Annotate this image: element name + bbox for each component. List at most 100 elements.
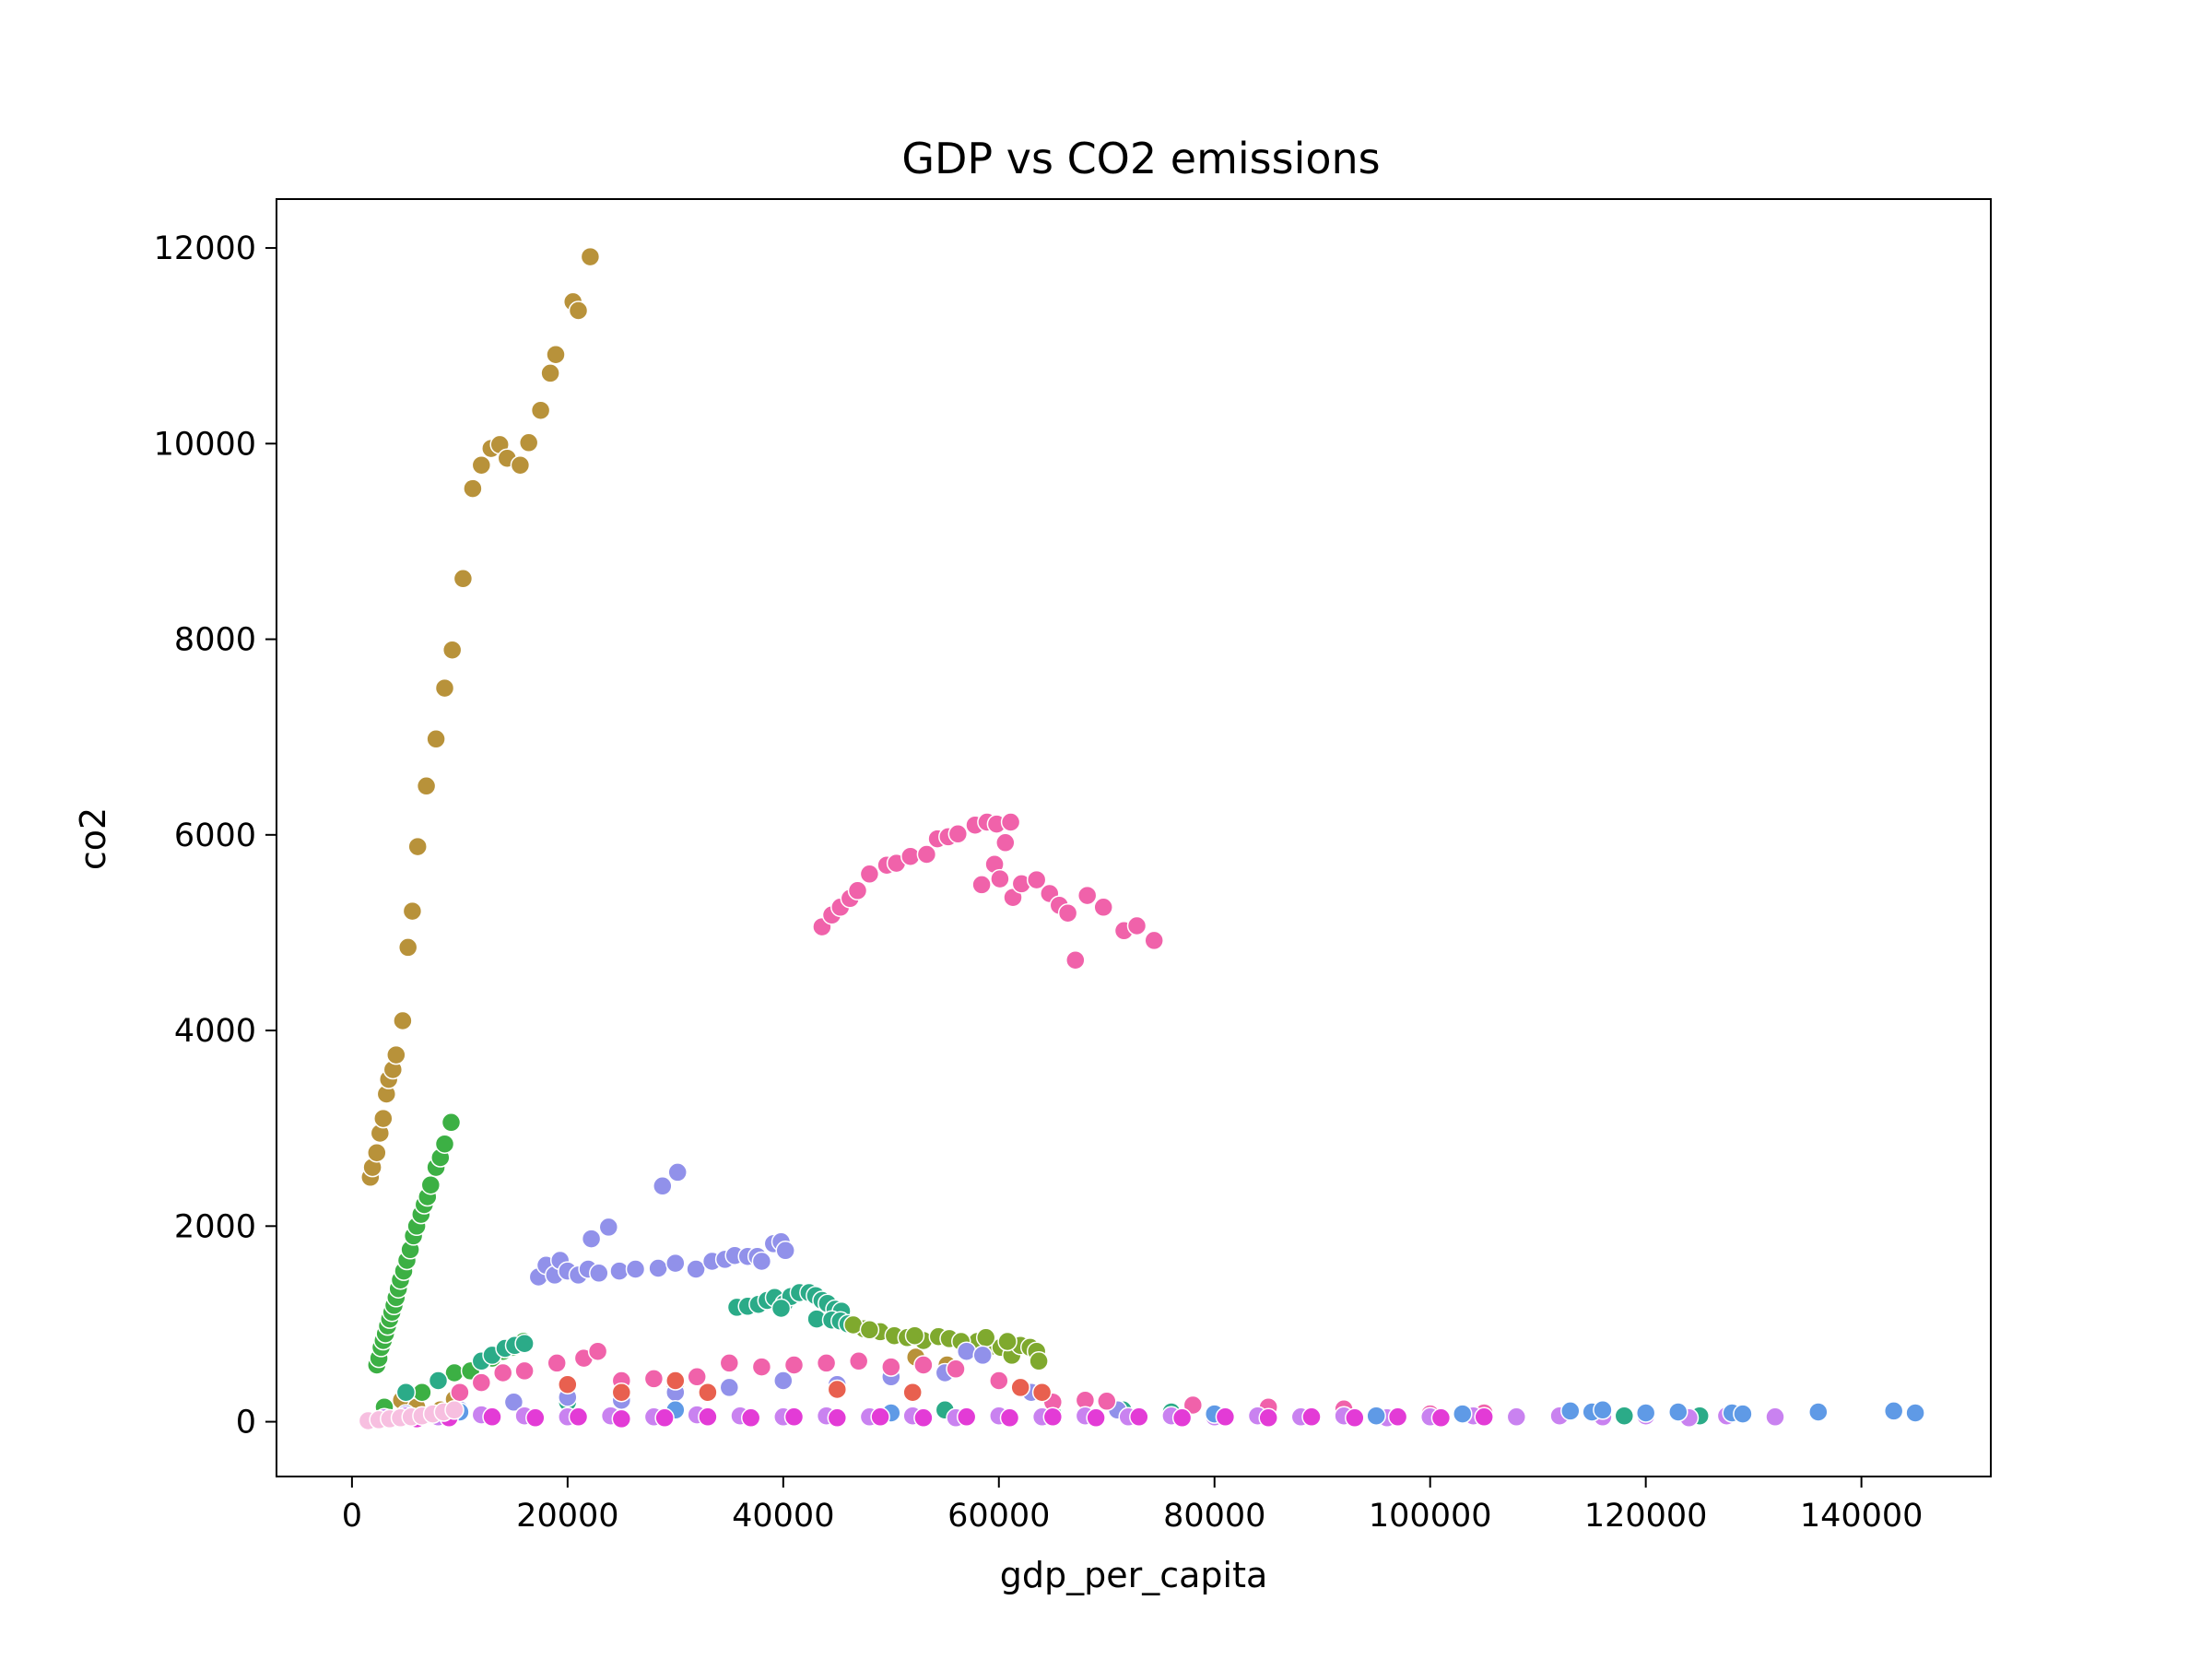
data-point bbox=[471, 1372, 492, 1393]
data-point bbox=[373, 1108, 394, 1129]
data-point bbox=[990, 868, 1010, 889]
points-layer bbox=[358, 246, 1925, 1431]
data-point bbox=[989, 1371, 1009, 1391]
data-point bbox=[902, 1382, 923, 1403]
x-tick-label: 20000 bbox=[516, 1498, 618, 1535]
x-axis: 0 20000 40000 60000 80000 100000 120000 140000 bbox=[342, 1477, 1923, 1535]
data-point bbox=[686, 1259, 706, 1279]
x-axis-label: gdp_per_capita bbox=[1000, 1555, 1268, 1595]
data-point bbox=[698, 1406, 718, 1428]
data-point bbox=[546, 344, 566, 365]
data-point bbox=[1029, 1351, 1049, 1371]
data-point bbox=[848, 1351, 869, 1371]
data-point bbox=[547, 1353, 567, 1373]
data-point bbox=[428, 1371, 449, 1391]
data-point bbox=[1215, 1406, 1236, 1428]
data-point bbox=[568, 1406, 589, 1428]
data-point bbox=[395, 1382, 417, 1403]
data-point bbox=[581, 1229, 602, 1249]
y-tick-label: 12000 bbox=[154, 230, 256, 267]
data-point bbox=[827, 1379, 848, 1400]
data-point bbox=[1905, 1403, 1925, 1423]
data-point bbox=[771, 1298, 792, 1319]
data-point bbox=[1010, 1377, 1030, 1398]
data-point bbox=[816, 1353, 837, 1373]
plot-frame bbox=[276, 198, 1992, 1477]
x-tick-label: 100000 bbox=[1369, 1498, 1492, 1535]
y-tick-label: 10000 bbox=[154, 426, 256, 463]
data-point bbox=[510, 454, 531, 476]
data-point bbox=[402, 900, 423, 922]
data-point bbox=[900, 846, 921, 866]
data-point bbox=[1065, 949, 1086, 971]
data-point bbox=[1506, 1406, 1527, 1428]
data-point bbox=[859, 1320, 880, 1340]
data-point bbox=[482, 1406, 502, 1428]
y-tick-label: 8000 bbox=[174, 622, 256, 659]
data-point bbox=[598, 1217, 619, 1238]
data-point bbox=[420, 1174, 441, 1195]
data-point bbox=[611, 1382, 632, 1403]
data-point bbox=[773, 1371, 794, 1391]
data-point bbox=[667, 1162, 688, 1182]
data-point bbox=[1474, 1406, 1494, 1428]
data-point bbox=[530, 400, 551, 420]
data-point bbox=[643, 1369, 665, 1389]
y-axis-label: co2 bbox=[73, 807, 113, 870]
data-point bbox=[397, 937, 418, 958]
data-point bbox=[540, 363, 560, 383]
data-point bbox=[947, 824, 969, 844]
data-point bbox=[1031, 1382, 1053, 1403]
data-point bbox=[386, 1044, 406, 1065]
data-point bbox=[999, 1407, 1020, 1429]
data-point bbox=[1345, 1407, 1365, 1429]
data-point bbox=[453, 569, 474, 589]
data-point bbox=[916, 844, 937, 865]
data-point bbox=[698, 1382, 718, 1403]
data-point bbox=[946, 1359, 966, 1380]
data-point bbox=[1026, 869, 1047, 890]
data-point bbox=[665, 1371, 686, 1391]
x-tick-label: 120000 bbox=[1584, 1498, 1708, 1535]
data-point bbox=[847, 880, 868, 901]
data-point bbox=[407, 836, 428, 857]
data-point bbox=[514, 1333, 535, 1354]
data-point bbox=[654, 1407, 675, 1429]
data-point bbox=[589, 1263, 609, 1284]
data-point bbox=[1733, 1404, 1753, 1424]
x-tick-label: 80000 bbox=[1163, 1498, 1265, 1535]
data-point bbox=[881, 1357, 901, 1377]
data-point bbox=[393, 1010, 413, 1031]
data-point bbox=[1366, 1406, 1386, 1426]
data-point bbox=[611, 1408, 632, 1430]
data-point bbox=[1086, 1407, 1106, 1429]
data-point bbox=[580, 246, 601, 267]
data-point bbox=[995, 832, 1016, 853]
data-point bbox=[1077, 885, 1098, 906]
data-point bbox=[956, 1341, 977, 1361]
data-point bbox=[514, 1360, 535, 1382]
data-point bbox=[1301, 1406, 1322, 1428]
data-point bbox=[751, 1251, 772, 1272]
data-point bbox=[1668, 1402, 1688, 1422]
data-point bbox=[1042, 1406, 1064, 1428]
data-point bbox=[827, 1407, 848, 1429]
data-point bbox=[518, 432, 539, 453]
data-point bbox=[971, 875, 992, 895]
data-point bbox=[450, 1382, 470, 1403]
data-point bbox=[1126, 915, 1147, 936]
data-point bbox=[1258, 1407, 1278, 1429]
y-tick-label: 6000 bbox=[174, 818, 256, 854]
data-point bbox=[434, 1134, 455, 1154]
data-point bbox=[444, 1400, 465, 1420]
data-point bbox=[975, 1327, 996, 1348]
data-point bbox=[1057, 902, 1078, 924]
data-point bbox=[1000, 812, 1021, 832]
data-point bbox=[870, 1406, 890, 1428]
data-point bbox=[687, 1367, 707, 1387]
data-point bbox=[1883, 1401, 1904, 1421]
data-point bbox=[426, 729, 446, 749]
data-point bbox=[434, 677, 455, 699]
data-point bbox=[1182, 1394, 1204, 1416]
